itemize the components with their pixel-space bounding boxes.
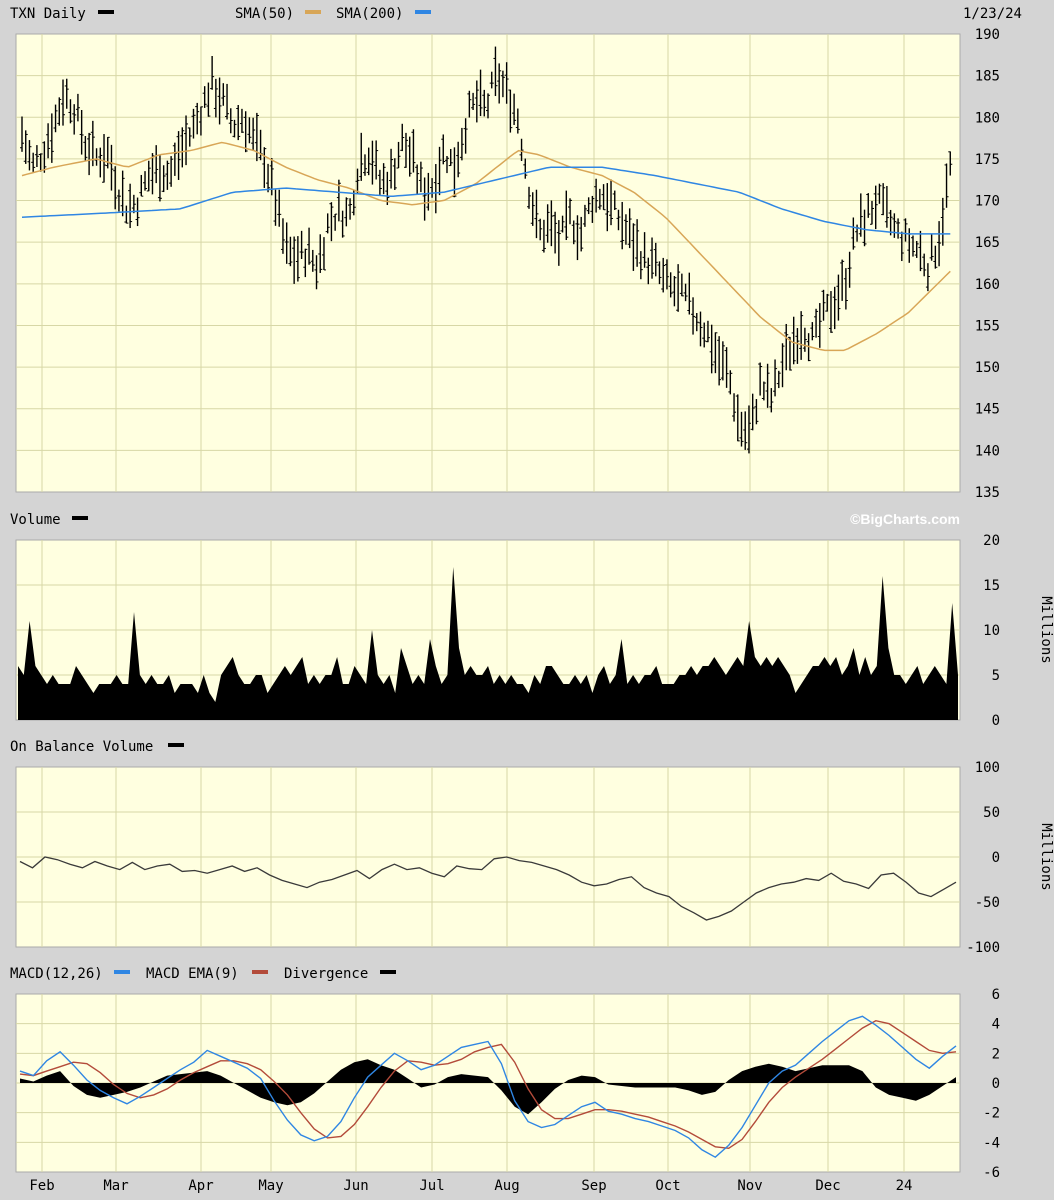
x-axis: Feb Mar Apr May Jun Jul Aug Sep Oct Nov Dec 24 xyxy=(29,1178,912,1194)
obv-tick-label: -100 xyxy=(966,940,1000,956)
price-tick-label: 155 xyxy=(975,318,1000,334)
obv-swatch xyxy=(168,743,184,747)
x-tick-label: Aug xyxy=(494,1178,519,1194)
macd-tick-label: 4 xyxy=(992,1017,1000,1033)
price-legend-swatch xyxy=(98,10,114,14)
price-y-axis: 135 140 145 150 155 160 165 170 175 180 185 190 xyxy=(975,27,1000,501)
macd-y-axis: -6 -4 -2 0 2 4 6 xyxy=(983,987,1000,1181)
price-tick-label: 175 xyxy=(975,152,1000,168)
price-bars xyxy=(20,46,953,454)
obv-tick-label: 100 xyxy=(975,760,1000,776)
macd-tick-label: 6 xyxy=(992,987,1000,1003)
price-grid xyxy=(16,34,960,492)
volume-tick-label: 0 xyxy=(992,713,1000,729)
macd-ema-label: MACD EMA(9) xyxy=(146,966,239,982)
macd-ema-line xyxy=(19,1019,957,1150)
volume-bars xyxy=(18,567,958,720)
x-tick-label: May xyxy=(258,1178,283,1194)
price-tick-label: 160 xyxy=(975,277,1000,293)
sma50-line xyxy=(21,141,951,352)
obv-header-bar xyxy=(0,735,1054,757)
macd-header-bar xyxy=(0,962,1054,984)
x-tick-label: Apr xyxy=(188,1178,213,1194)
volume-tick-label: 20 xyxy=(983,533,1000,549)
obv-grid xyxy=(16,767,960,947)
ticker-label: TXN Daily xyxy=(10,6,86,22)
x-tick-label: 24 xyxy=(896,1178,913,1194)
obv-tick-label: 50 xyxy=(983,805,1000,821)
price-tick-label: 180 xyxy=(975,110,1000,126)
price-header: TXN Daily SMA(50) SMA(200) 1/23/24 xyxy=(10,6,1022,22)
x-tick-label: Mar xyxy=(103,1178,128,1194)
macd-tick-label: 0 xyxy=(992,1076,1000,1092)
price-tick-label: 140 xyxy=(975,443,1000,459)
volume-header-bar xyxy=(0,508,1054,530)
macd-label: MACD(12,26) xyxy=(10,966,103,982)
volume-label: Volume xyxy=(10,512,61,528)
x-tick-label: Oct xyxy=(655,1178,680,1194)
divergence-label: Divergence xyxy=(284,966,368,982)
volume-y-axis: 0 5 10 15 20 xyxy=(983,533,1000,729)
obv-y-axis: -100 -50 0 50 100 xyxy=(966,760,1000,956)
price-tick-label: 135 xyxy=(975,485,1000,501)
price-tick-label: 185 xyxy=(975,69,1000,85)
macd-line xyxy=(19,1015,957,1159)
date-label: 1/23/24 xyxy=(963,6,1022,22)
volume-tick-label: 15 xyxy=(983,578,1000,594)
price-tick-label: 165 xyxy=(975,235,1000,251)
sma200-swatch xyxy=(415,10,431,14)
macd-tick-label: -2 xyxy=(983,1106,1000,1122)
x-tick-label: Jul xyxy=(419,1178,444,1194)
sma50-label: SMA(50) xyxy=(235,6,294,22)
sma200-line xyxy=(21,166,951,235)
volume-unit-label: Millions xyxy=(1038,596,1054,663)
x-tick-label: Feb xyxy=(29,1178,54,1194)
volume-tick-label: 10 xyxy=(983,623,1000,639)
price-tick-label: 190 xyxy=(975,27,1000,43)
price-tick-label: 170 xyxy=(975,194,1000,210)
volume-swatch xyxy=(72,516,88,520)
obv-tick-label: -50 xyxy=(975,895,1000,911)
x-tick-label: Dec xyxy=(815,1178,840,1194)
macd-tick-label: 2 xyxy=(992,1046,1000,1062)
obv-label: On Balance Volume xyxy=(10,739,153,755)
price-tick-label: 150 xyxy=(975,360,1000,376)
macd-swatch xyxy=(114,970,130,974)
x-tick-label: Jun xyxy=(343,1178,368,1194)
obv-tick-label: 0 xyxy=(992,850,1000,866)
obv-line xyxy=(19,856,957,921)
sma50-swatch xyxy=(305,10,321,14)
macd-tick-label: -4 xyxy=(983,1135,1000,1151)
divergence-swatch xyxy=(380,970,396,974)
x-tick-label: Nov xyxy=(737,1178,762,1194)
brand-label: ©BigCharts.com xyxy=(850,511,960,527)
x-tick-label: Sep xyxy=(581,1178,606,1194)
sma200-label: SMA(200) xyxy=(336,6,403,22)
macd-tick-label: -6 xyxy=(983,1165,1000,1181)
price-tick-label: 145 xyxy=(975,402,1000,418)
volume-tick-label: 5 xyxy=(992,668,1000,684)
macd-ema-swatch xyxy=(252,970,268,974)
obv-unit-label: Millions xyxy=(1038,823,1054,890)
